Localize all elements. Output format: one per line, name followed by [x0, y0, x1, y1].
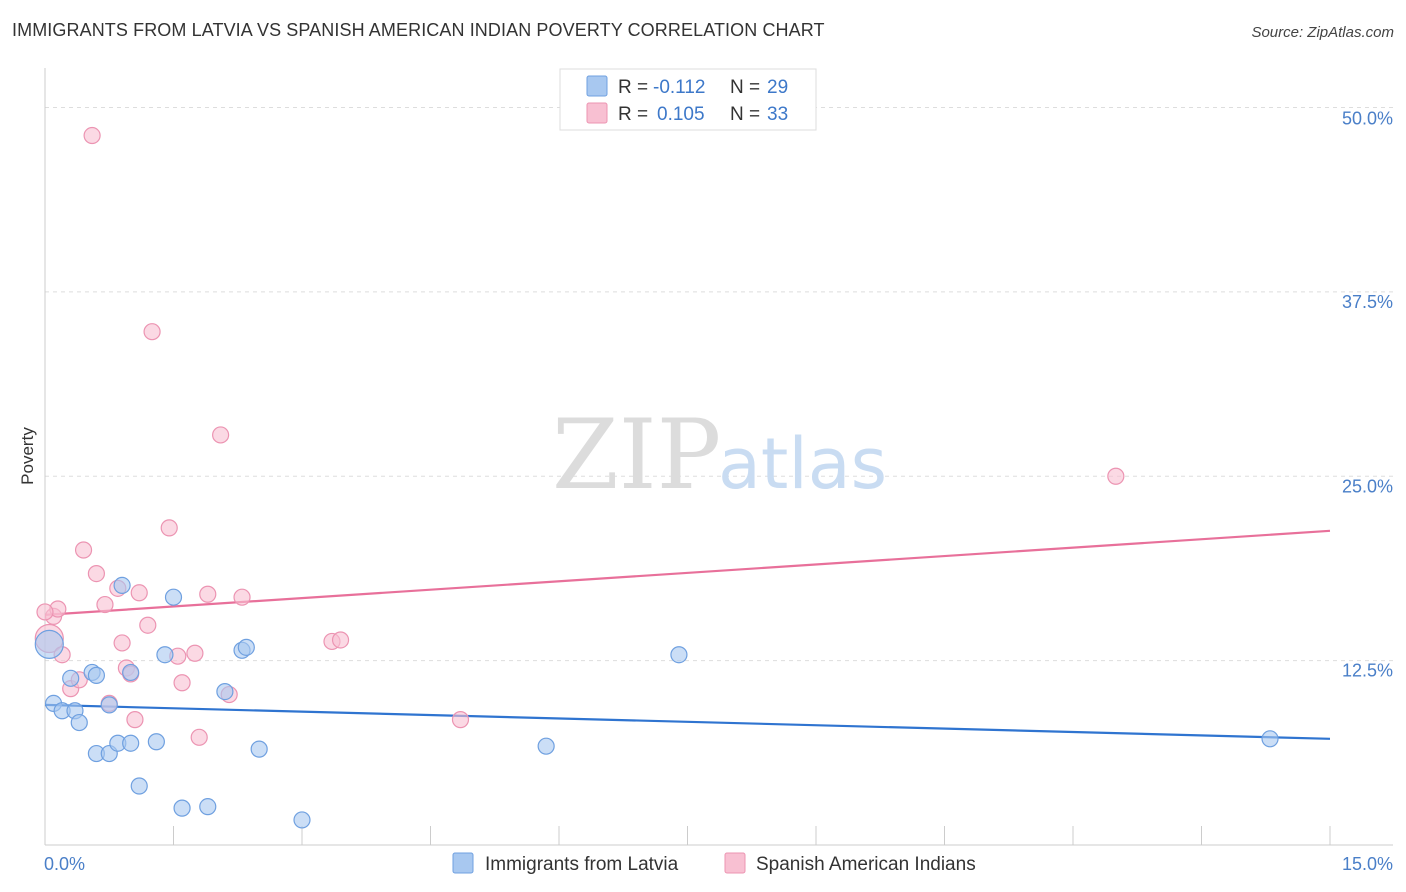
legend-n-label-spanish: N = [730, 104, 760, 125]
grid-layer [45, 107, 1393, 662]
point-spanish-6 [74, 541, 93, 559]
y-tick-label-3: 50.0% [1342, 109, 1393, 129]
point-spanish-32 [36, 603, 54, 621]
legend-swatch-spanish [586, 102, 608, 124]
point-latvia-25 [293, 811, 311, 829]
bottom-legend-label-latvia: Immigrants from Latvia [485, 854, 679, 875]
y-tick-label-2: 37.5% [1342, 292, 1393, 312]
point-spanish-7 [83, 126, 101, 145]
tick-labels: 12.5% 25.0% 37.5% 50.0% 0.0% 15.0% [44, 109, 1393, 875]
point-latvia-3 [62, 669, 80, 687]
point-latvia-28 [1261, 730, 1279, 748]
point-latvia-15 [130, 777, 148, 795]
points-layer [34, 126, 1279, 829]
point-latvia-5 [70, 713, 88, 732]
point-latvia-20 [199, 798, 217, 816]
point-spanish-22 [186, 644, 204, 662]
point-latvia-26 [537, 737, 555, 755]
point-latvia-12 [113, 576, 131, 595]
point-spanish-29 [331, 631, 350, 649]
watermark-atlas: atlas [718, 423, 887, 505]
watermark: ZIP atlas [552, 399, 887, 511]
chart-title: IMMIGRANTS FROM LATVIA VS SPANISH AMERIC… [12, 20, 825, 40]
bottom-legend: Immigrants from Latvia Spanish American … [452, 852, 976, 875]
bottom-legend-swatch-spanish [724, 852, 746, 874]
y-tick-label-0: 12.5% [1342, 661, 1393, 681]
point-latvia-27 [670, 646, 688, 664]
point-latvia-7 [87, 666, 106, 684]
axis-layer [44, 68, 1393, 846]
x-tick-label-1: 15.0% [1342, 854, 1393, 874]
x-tick-label-0: 0.0% [44, 854, 85, 874]
point-spanish-19 [160, 519, 178, 537]
point-latvia-19 [173, 799, 191, 817]
legend-r-value-spanish: 0.105 [657, 104, 705, 125]
point-latvia-18 [164, 588, 183, 606]
legend-n-value-spanish: 33 [767, 104, 788, 125]
point-spanish-18 [143, 323, 161, 341]
point-spanish-27 [233, 588, 251, 606]
point-latvia-23 [237, 638, 255, 656]
legend-r-label-spanish: R = [618, 104, 648, 125]
legend-n-label-latvia: N = [730, 77, 760, 98]
point-spanish-23 [190, 728, 208, 746]
point-latvia-17 [156, 646, 174, 664]
point-spanish-12 [113, 634, 131, 652]
legend-swatch-latvia [586, 75, 608, 97]
point-latvia-13 [122, 663, 140, 682]
point-latvia-16 [147, 733, 165, 751]
point-spanish-15 [126, 711, 144, 729]
legend-n-value-latvia: 29 [767, 77, 788, 98]
point-spanish-21 [173, 674, 191, 692]
bottom-legend-swatch-latvia [452, 852, 474, 874]
y-tick-label-1: 25.0% [1342, 476, 1393, 496]
point-spanish-24 [199, 585, 217, 603]
top-legend: R = -0.112 N = 29 R = 0.105 N = 33 [559, 68, 817, 131]
y-axis-title: Poverty [18, 427, 37, 485]
point-spanish-30 [451, 711, 470, 729]
point-latvia-9 [100, 696, 118, 714]
point-spanish-8 [87, 564, 106, 583]
point-latvia-24 [250, 740, 268, 758]
point-latvia-0 [34, 629, 64, 660]
trendline-spanish [44, 529, 1331, 616]
point-spanish-16 [130, 584, 148, 602]
trendline-latvia [44, 703, 1331, 740]
bottom-legend-label-spanish: Spanish American Indians [756, 854, 976, 875]
point-latvia-21 [216, 682, 234, 701]
legend-r-label-latvia: R = [618, 77, 648, 98]
trend-layer [44, 529, 1331, 740]
point-spanish-31 [1107, 467, 1125, 485]
point-spanish-9 [96, 595, 114, 614]
watermark-zip: ZIP [552, 399, 721, 511]
point-latvia-14 [122, 734, 140, 752]
point-spanish-25 [212, 426, 230, 444]
chart-source: Source: ZipAtlas.com [1251, 24, 1394, 41]
point-spanish-17 [139, 616, 157, 634]
legend-r-value-latvia: -0.112 [653, 77, 705, 98]
